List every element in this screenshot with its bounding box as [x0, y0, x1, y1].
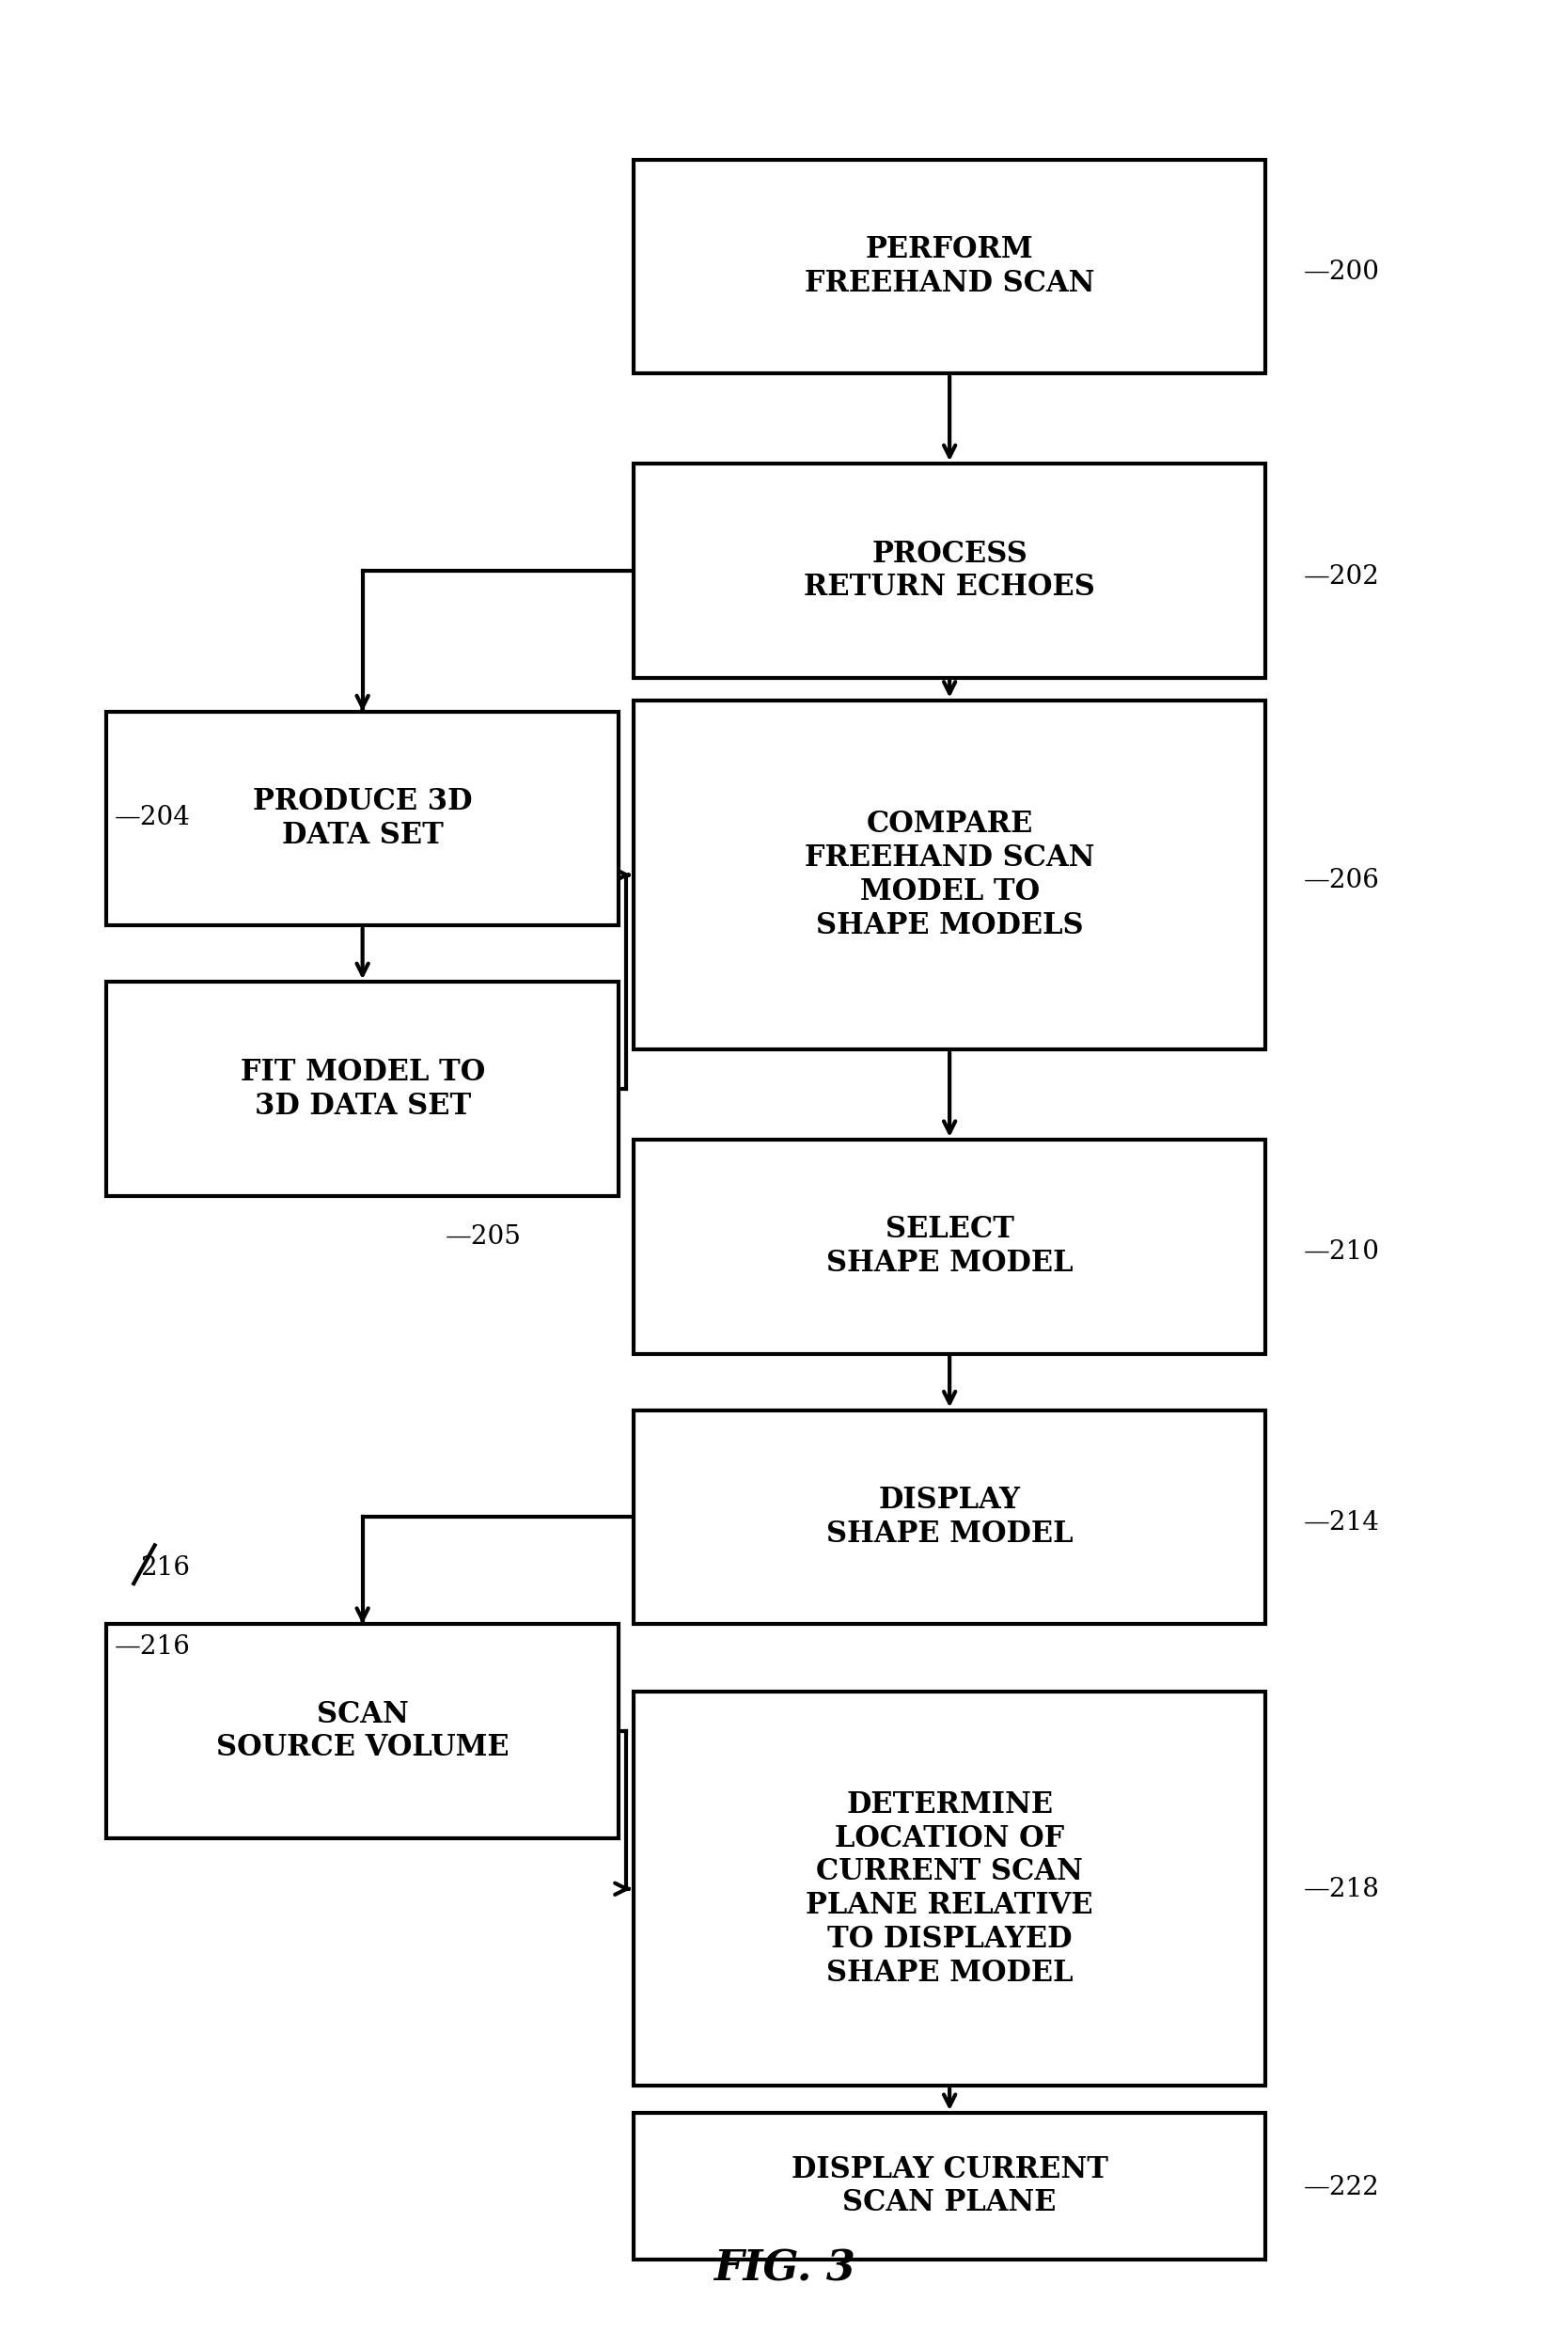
Text: —202: —202	[1303, 563, 1380, 589]
Bar	[107, 981, 618, 1197]
Text: PERFORM
FREEHAND SCAN: PERFORM FREEHAND SCAN	[804, 235, 1094, 298]
Text: —216: —216	[114, 1634, 190, 1659]
Text: —206: —206	[1303, 868, 1380, 894]
Text: DISPLAY
SHAPE MODEL: DISPLAY SHAPE MODEL	[826, 1486, 1073, 1549]
Text: PROCESS
RETURN ECHOES: PROCESS RETURN ECHOES	[804, 540, 1094, 603]
Bar	[633, 1692, 1265, 2086]
Bar	[107, 711, 618, 925]
Text: —200: —200	[1303, 261, 1380, 284]
Bar	[633, 1141, 1265, 1354]
Text: FIT MODEL TO
3D DATA SET: FIT MODEL TO 3D DATA SET	[240, 1058, 485, 1120]
Text: FIG. 3: FIG. 3	[713, 2248, 855, 2288]
Bar	[633, 160, 1265, 373]
Text: COMPARE
FREEHAND SCAN
MODEL TO
SHAPE MODELS: COMPARE FREEHAND SCAN MODEL TO SHAPE MOD…	[804, 810, 1094, 941]
Bar	[633, 1411, 1265, 1624]
Text: —222: —222	[1303, 2176, 1380, 2199]
Text: —205: —205	[445, 1223, 521, 1249]
Text: —204: —204	[114, 805, 190, 831]
Bar	[633, 465, 1265, 678]
Text: 216: 216	[140, 1556, 190, 1580]
Text: PRODUCE 3D
DATA SET: PRODUCE 3D DATA SET	[252, 786, 472, 850]
Text: —214: —214	[1303, 1509, 1380, 1535]
Bar	[107, 1624, 618, 1838]
Text: SELECT
SHAPE MODEL: SELECT SHAPE MODEL	[826, 1216, 1073, 1279]
Bar	[633, 2112, 1265, 2260]
Text: DETERMINE
LOCATION OF
CURRENT SCAN
PLANE RELATIVE
TO DISPLAYED
SHAPE MODEL: DETERMINE LOCATION OF CURRENT SCAN PLANE…	[806, 1791, 1093, 1988]
Text: —218: —218	[1303, 1878, 1380, 1903]
Bar	[633, 699, 1265, 1049]
Text: SCAN
SOURCE VOLUME: SCAN SOURCE VOLUME	[216, 1699, 510, 1763]
Text: —210: —210	[1303, 1239, 1380, 1265]
Text: DISPLAY CURRENT
SCAN PLANE: DISPLAY CURRENT SCAN PLANE	[792, 2155, 1109, 2218]
